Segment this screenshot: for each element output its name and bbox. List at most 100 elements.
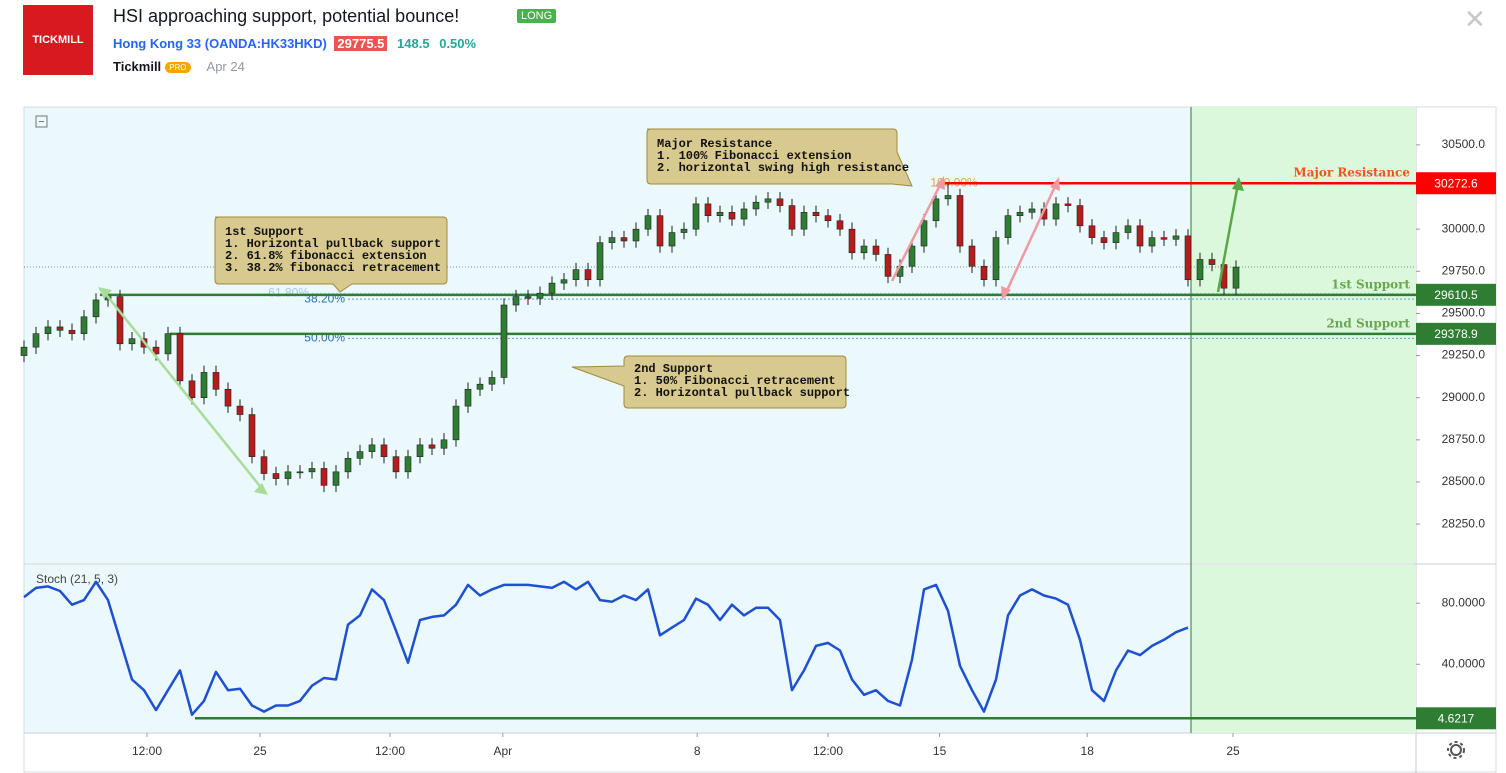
candle-body: [1028, 208, 1036, 213]
candle-body: [740, 208, 748, 220]
callout-text: Major Resistance: [657, 137, 772, 151]
candle-body: [356, 451, 364, 459]
symbol[interactable]: Hong Kong 33: [113, 36, 202, 51]
candle-body: [596, 242, 604, 281]
candle-body: [812, 212, 820, 216]
level-name: Major Resistance: [1293, 166, 1410, 180]
y-tick-label: 30500.0: [1442, 137, 1486, 151]
candle-body: [1232, 266, 1240, 289]
candle-body: [308, 468, 316, 473]
y-tick-label: 28250.0: [1442, 516, 1486, 530]
candle-body: [296, 471, 304, 474]
candle-body: [968, 245, 976, 267]
candle-body: [464, 388, 472, 407]
change: 148.5: [397, 36, 430, 51]
stoch-line: [23, 580, 1189, 716]
candle-body: [500, 304, 508, 378]
callout-text: 2. 61.8% fibonacci extension: [225, 249, 427, 263]
candle-body: [608, 237, 616, 243]
callout-text: 1. 50% Fibonacci retracement: [634, 374, 836, 388]
candle-body: [488, 377, 496, 385]
candle-body: [248, 414, 256, 457]
collapse-button[interactable]: [35, 115, 48, 128]
candle-body: [392, 456, 400, 473]
candle-body: [1184, 235, 1192, 281]
level-price-box: [1416, 707, 1496, 730]
x-tick-label: 25: [1226, 744, 1240, 758]
candle-body: [236, 405, 244, 415]
candle-body: [404, 456, 412, 473]
candle-body: [428, 444, 436, 449]
candle-body: [284, 471, 292, 479]
candle-body: [1124, 225, 1132, 233]
candle-body: [776, 198, 784, 206]
candle-body: [680, 228, 688, 233]
candle-body: [1076, 205, 1084, 227]
callout-text: 2nd Support: [634, 362, 713, 376]
candle-body: [572, 269, 580, 281]
callout-text: 1st Support: [225, 225, 304, 239]
ticker[interactable]: (OANDA:HK33HKD): [204, 36, 327, 51]
price: 29775.5: [334, 36, 388, 51]
candle-body: [128, 338, 136, 345]
y-tick-label: 29250.0: [1442, 348, 1486, 362]
candle-body: [320, 468, 328, 486]
candle-body: [116, 296, 124, 345]
candle-body: [56, 326, 64, 331]
symbol-line: Hong Kong 33 (OANDA:HK33HKD) 29775.5 148…: [113, 36, 476, 51]
candle-body: [272, 473, 280, 479]
candle-body: [620, 237, 628, 242]
candle-body: [848, 228, 856, 254]
candle-body: [728, 212, 736, 220]
x-tick-label: 12:00: [132, 744, 162, 758]
candle-body: [224, 388, 232, 407]
level-name: 1st Support: [1331, 277, 1410, 291]
candle-body: [1148, 237, 1156, 247]
candle-body: [1160, 237, 1168, 240]
candle-body: [44, 326, 52, 334]
level-price-box: [1416, 172, 1496, 195]
projection-arrow: [1216, 183, 1240, 293]
y-tick-label: 80.0000: [1442, 595, 1486, 609]
candle-body: [872, 245, 880, 255]
candle-body: [188, 380, 196, 398]
arrow-head: [254, 483, 268, 495]
candle-body: [644, 215, 652, 230]
date: Apr 24: [206, 59, 245, 74]
x-tick-label: 25: [253, 744, 267, 758]
candle-body: [704, 203, 712, 216]
candle-body: [992, 237, 1000, 281]
author-line: Tickmill PRO Apr 24: [113, 59, 245, 74]
candle-body: [332, 471, 340, 486]
candle-body: [1088, 225, 1096, 238]
candle-body: [764, 198, 772, 203]
level-price-label: 29610.5: [1434, 288, 1478, 302]
candle-body: [1004, 215, 1012, 238]
candle-body: [32, 333, 40, 348]
candle-body: [200, 372, 208, 398]
candle-body: [512, 296, 520, 306]
level-price-box: [1416, 283, 1496, 306]
callout-text: 1. Horizontal pullback support: [225, 237, 441, 251]
x-tick-label: 15: [933, 744, 947, 758]
callout-text: 2. Horizontal pullback support: [634, 386, 850, 400]
candle-body: [416, 444, 424, 457]
candle-body: [692, 203, 700, 230]
settings-icon[interactable]: [1447, 741, 1465, 759]
candle-body: [524, 296, 532, 299]
projection-zone: [1191, 565, 1416, 733]
candle-body: [1064, 203, 1072, 206]
level-price-label: 29378.9: [1434, 327, 1478, 341]
candle-body: [752, 201, 760, 210]
author[interactable]: Tickmill: [113, 59, 162, 74]
candle-body: [380, 444, 388, 457]
x-tick-label: Apr: [493, 744, 512, 758]
tag: LONG: [517, 9, 557, 23]
level-price-box: [1416, 322, 1496, 345]
close-button[interactable]: ✕: [1464, 4, 1486, 34]
candle-body: [1052, 203, 1060, 220]
x-tick-label: 12:00: [813, 744, 843, 758]
stoch-title: Stoch (21, 5, 3): [36, 572, 118, 586]
candle-body: [632, 228, 640, 242]
